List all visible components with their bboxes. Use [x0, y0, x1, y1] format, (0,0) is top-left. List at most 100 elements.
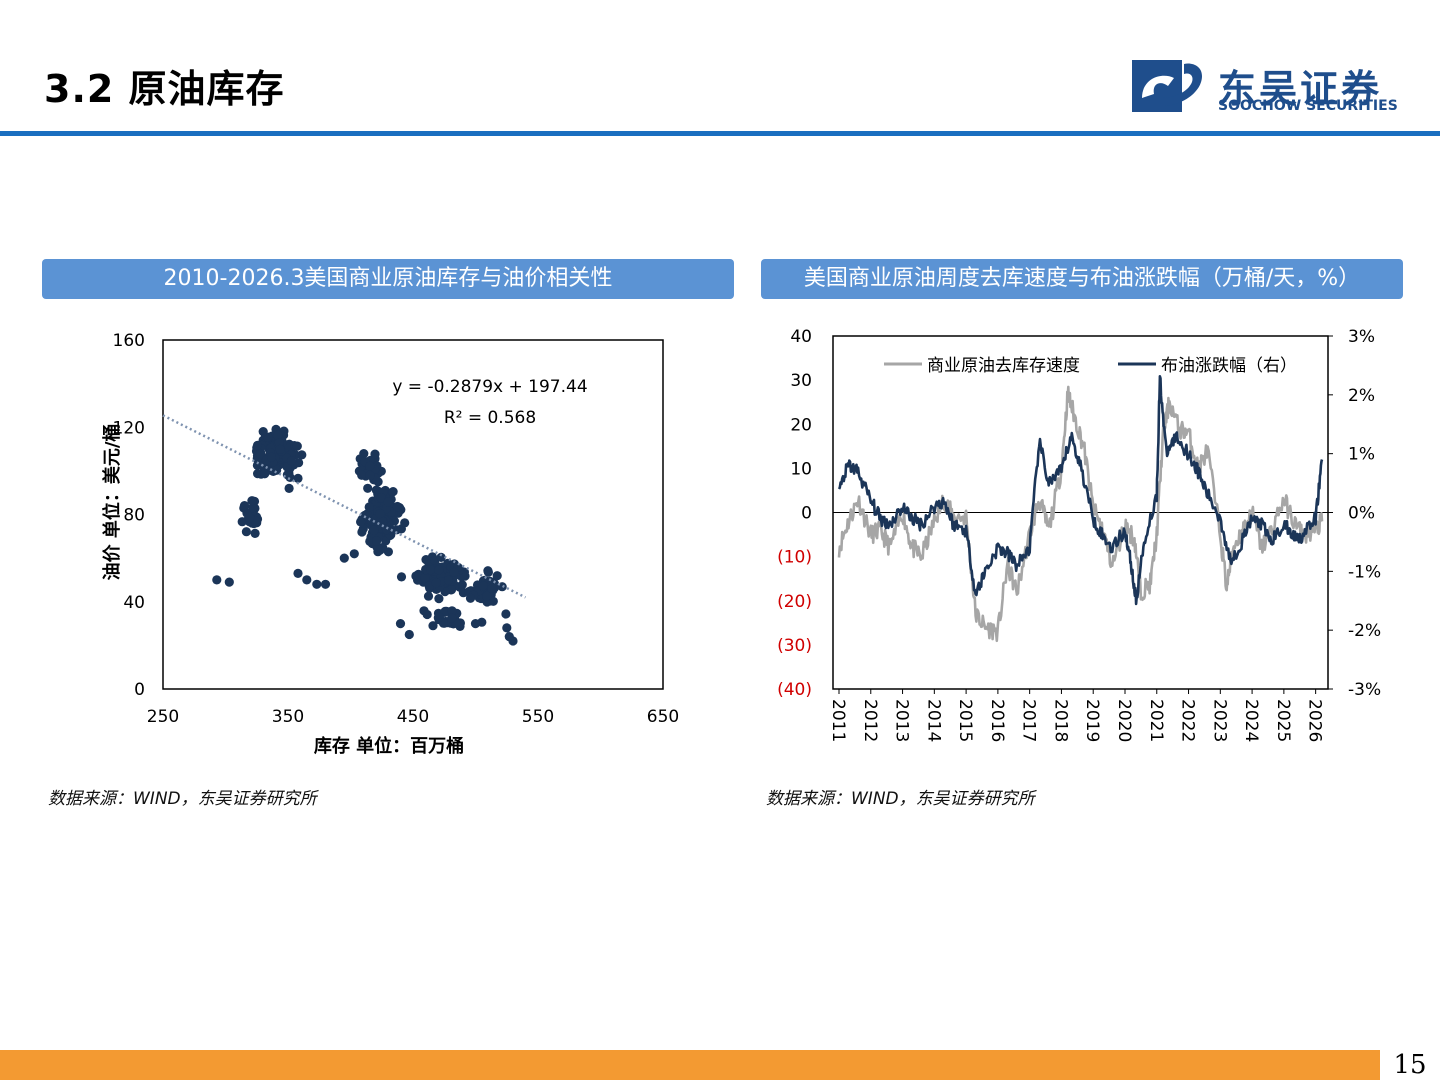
scatter-point: [447, 606, 457, 616]
scatter-point: [449, 567, 459, 577]
scatter-point: [504, 632, 514, 642]
scatter-point: [423, 591, 434, 601]
x-axis-ticks: 2011 2012 2013 2014 2015 2016 2017 2018 2019 2020…: [828, 689, 1325, 742]
scatter-point: [483, 567, 493, 577]
right-axis-ticks: 3% 2% 1% 0% -1% -2% -3%: [1328, 327, 1381, 700]
scatter-point: [320, 579, 331, 589]
left-tick-label: 0: [801, 504, 812, 524]
x-tick-label: 2023: [1209, 699, 1229, 742]
x-tick-label: 2026: [1305, 699, 1325, 742]
scatter-point: [273, 430, 283, 440]
scatter-point: [434, 565, 444, 575]
scatter-point: [428, 621, 438, 631]
legend-label-brent: 布油涨跌幅（右）: [1161, 356, 1297, 376]
y-axis-ticks: 0 40 80 120 160: [113, 331, 145, 700]
scatter-point: [224, 577, 234, 587]
scatter-point: [443, 575, 454, 585]
x-axis-label: 库存 单位：百万桶: [314, 735, 464, 757]
x-tick-label: 2018: [1050, 699, 1070, 742]
scatter-point: [245, 513, 255, 523]
scatter-point: [400, 518, 410, 528]
x-tick-label: 2012: [860, 699, 880, 742]
scatter-point: [286, 456, 297, 466]
scatter-point: [241, 527, 251, 537]
x-tick-label: 2015: [955, 699, 975, 742]
x-tick-label: 550: [522, 707, 554, 727]
scatter-point: [375, 509, 385, 519]
x-axis-ticks: 250 350 450 550 650: [147, 707, 679, 727]
x-tick-label: 2011: [828, 699, 848, 742]
scatter-point: [376, 493, 386, 503]
scatter-point: [212, 575, 222, 585]
scatter-point: [370, 449, 380, 459]
scatter-point: [237, 517, 247, 527]
left-tick-label: 20: [790, 415, 812, 435]
scatter-point: [422, 609, 432, 620]
scatter-point: [255, 449, 266, 459]
scatter-point: [388, 487, 398, 497]
scatter-point: [349, 549, 359, 559]
scatter-point: [357, 527, 367, 537]
scatter-point: [364, 502, 374, 512]
scatter-point: [501, 609, 511, 619]
page-number: 15: [1393, 1050, 1427, 1080]
left-source-note: 数据来源：WIND，东吴证券研究所: [48, 789, 317, 809]
left-tick-label: (30): [777, 636, 812, 656]
scatter-point: [339, 553, 349, 563]
x-tick-label: 2021: [1146, 699, 1166, 742]
right-tick-label: 2%: [1348, 386, 1375, 406]
scatter-point: [250, 528, 260, 538]
scatter-point: [260, 469, 270, 479]
left-tick-label: 10: [790, 459, 812, 479]
scatter-point: [482, 591, 492, 601]
right-panel-title: 美国商业原油周度去库速度与布油涨跌幅（万桶/天，%）: [761, 259, 1403, 299]
legend-label-inventory: 商业原油去库存速度: [927, 356, 1080, 376]
scatter-point: [357, 470, 367, 480]
scatter-point: [372, 536, 382, 546]
scatter-point: [297, 450, 307, 460]
scatter-point: [365, 461, 375, 471]
scatter-point: [302, 575, 312, 585]
scatter-point: [395, 619, 406, 629]
logo-mark-icon: [1132, 60, 1202, 112]
x-tick-label: 2013: [892, 699, 912, 742]
scatter-point: [392, 501, 402, 512]
legend: 商业原油去库存速度 布油涨跌幅（右）: [884, 356, 1297, 376]
scatter-point: [396, 572, 407, 582]
x-tick-label: 2016: [987, 699, 1007, 742]
x-tick-label: 250: [147, 707, 179, 727]
logo-text-en: SOOCHOW SECURITIES: [1218, 98, 1398, 114]
scatter-point: [369, 525, 379, 535]
scatter-point: [424, 581, 434, 591]
scatter-point: [436, 552, 446, 562]
left-panel-title: 2010-2026.3美国商业原油库存与油价相关性: [42, 259, 734, 299]
x-tick-label: 450: [397, 707, 429, 727]
scatter-point: [293, 473, 303, 483]
header-divider: [0, 131, 1440, 136]
scatter-point: [465, 593, 476, 603]
scatter-point: [383, 497, 393, 507]
y-tick-label: 0: [134, 680, 145, 700]
series-line-inventory: [837, 385, 1324, 643]
left-tick-label: (10): [777, 548, 812, 568]
logo-text-cn: 东吴证券: [1218, 67, 1383, 111]
x-tick-label: 650: [647, 707, 679, 727]
company-logo: 东吴证券 SOOCHOW SECURITIES: [1132, 58, 1412, 118]
y-tick-label: 120: [113, 418, 145, 438]
scatter-point: [434, 594, 444, 604]
scatter-point: [247, 496, 257, 506]
right-tick-label: 1%: [1348, 445, 1375, 465]
x-tick-label: 2014: [923, 699, 943, 742]
scatter-point: [275, 444, 285, 454]
scatter-point: [248, 503, 258, 513]
y-tick-label: 40: [123, 593, 145, 613]
right-source-note: 数据来源：WIND，东吴证券研究所: [766, 789, 1035, 809]
scatter-point: [292, 441, 302, 451]
scatter-point: [431, 578, 441, 588]
scatter-point: [404, 629, 414, 640]
x-tick-label: 2025: [1273, 699, 1293, 742]
footer-bar: [0, 1050, 1380, 1080]
scatter-point: [373, 543, 383, 553]
scatter-point: [492, 571, 502, 581]
scatter-point: [293, 568, 303, 578]
